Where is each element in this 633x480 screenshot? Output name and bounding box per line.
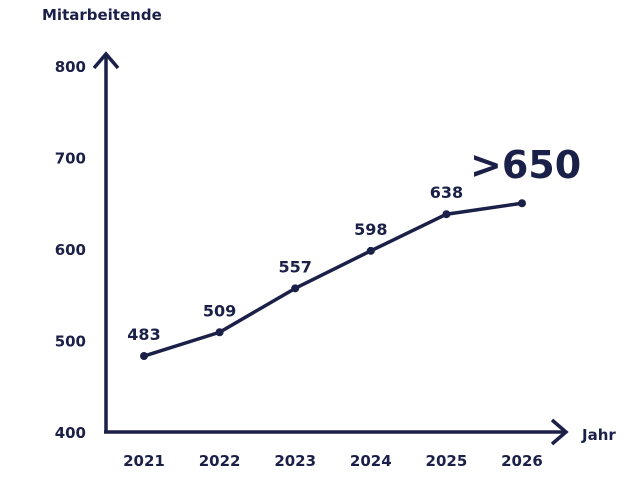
y-tick-label-500: 500	[55, 333, 86, 351]
data-point-2023	[291, 284, 300, 293]
data-point-2026	[518, 199, 526, 208]
series-line	[142, 201, 524, 358]
data-label-2025: 638	[430, 183, 463, 202]
y-tick-label-800: 800	[55, 58, 86, 76]
data-label-2023: 557	[278, 257, 311, 276]
data-labels: 483 509 557 598 638 >650	[127, 143, 581, 344]
x-axis-arrowhead	[550, 418, 569, 446]
x-tick-label-2021: 2021	[123, 452, 165, 470]
y-tick-label-400: 400	[55, 424, 86, 442]
y-tick-label-600: 600	[55, 241, 86, 259]
x-tick-label-2022: 2022	[199, 452, 241, 470]
y-tick-labels: 400 500 600 700 800	[55, 58, 86, 442]
x-axis-title: Jahr	[581, 426, 616, 444]
data-label-2022: 509	[203, 301, 236, 320]
series-line-group	[140, 199, 526, 361]
data-label-2026: >650	[470, 143, 581, 187]
y-axis-arrowhead	[92, 51, 120, 70]
data-point-2021	[140, 352, 148, 361]
data-label-2021: 483	[127, 325, 160, 344]
x-tick-label-2023: 2023	[274, 452, 316, 470]
data-point-2024	[366, 246, 375, 255]
x-tick-label-2026: 2026	[501, 452, 543, 470]
axes	[92, 51, 569, 446]
x-tick-label-2025: 2025	[426, 452, 468, 470]
y-axis-title: Mitarbeitende	[42, 6, 162, 24]
x-tick-label-2024: 2024	[350, 452, 392, 470]
x-tick-labels: 2021 2022 2023 2024 2025 2026	[123, 452, 543, 470]
data-point-2025	[442, 210, 451, 219]
data-point-2022	[215, 328, 224, 337]
data-label-2024: 598	[354, 220, 387, 239]
y-tick-label-700: 700	[55, 150, 86, 168]
